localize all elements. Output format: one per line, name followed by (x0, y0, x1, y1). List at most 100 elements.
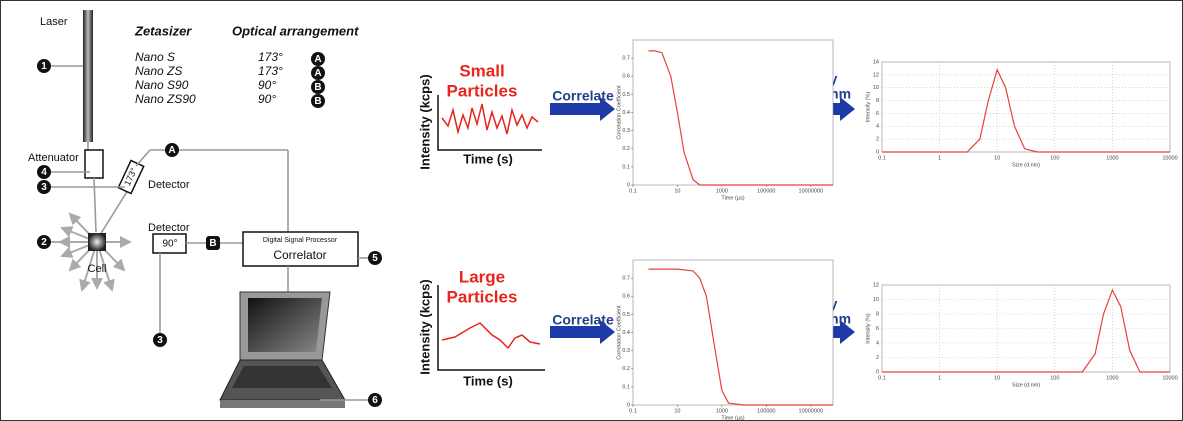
x-tick-label: 10 (994, 155, 1000, 161)
badge-label: A (168, 145, 175, 156)
y-tick-label: 0 (627, 402, 630, 408)
angle-label: 90° (162, 239, 177, 250)
intensity-axes (437, 95, 545, 371)
badge-label: B (314, 96, 321, 107)
x-tick-label: 1 (938, 375, 941, 381)
x-tick-label: 100 (1050, 375, 1059, 381)
processor-box (242, 231, 359, 267)
model-name: Nano ZS90 (135, 92, 196, 106)
y-axis-label: Intensity (%) (865, 92, 871, 123)
badge-label: B (209, 238, 216, 249)
correlate-label: Correlate (552, 88, 614, 104)
x-axis-label: Time (µs) (721, 195, 744, 201)
y-tick-label: 6 (876, 326, 879, 332)
x-tick-label: 0.1 (629, 188, 637, 194)
x-tick-label: 100000 (757, 408, 775, 414)
attenuator (84, 149, 104, 179)
badge (37, 235, 51, 249)
x-tick-label: 1000 (716, 408, 728, 414)
badge-label: 2 (41, 237, 47, 248)
y-tick-label: 0.7 (622, 276, 630, 282)
x-tick-label: 10 (674, 188, 680, 194)
plot-frame (632, 39, 834, 186)
correlate-label: Correlate (552, 312, 614, 328)
badge (37, 165, 51, 179)
y-tick-label: 0.1 (622, 384, 630, 390)
badge-label: A (314, 54, 321, 65)
badge-label: A (314, 68, 321, 79)
y-tick-label: 0.6 (622, 294, 630, 300)
y-axis-label: Correlation Coefficient (616, 305, 622, 360)
model-angle: 90° (258, 92, 276, 106)
y-tick-label: 0.7 (622, 56, 630, 62)
x-tick-label: 100 (1050, 155, 1059, 161)
intensity-label: Intensity (kcps) (417, 279, 432, 374)
y-tick-label: 0 (627, 182, 630, 188)
correlator-label: Correlator (273, 248, 326, 262)
intensity-traces (441, 103, 541, 350)
y-tick-label: 2 (876, 355, 879, 361)
badge-label: 4 (41, 167, 47, 178)
x-tick-label: 1000 (716, 188, 728, 194)
y-tick-label: 4 (876, 124, 879, 130)
laptop (219, 291, 370, 408)
y-tick-label: 6 (876, 111, 879, 117)
model-angle: 90° (258, 78, 276, 92)
cell (88, 233, 106, 251)
attenuator-label: Attenuator (28, 152, 79, 164)
y-axis-label: Correlation Coefficient (616, 85, 622, 140)
y-tick-label: 10 (873, 297, 879, 303)
badge (37, 59, 51, 73)
y-tick-label: 8 (876, 311, 879, 317)
x-tick-label: 10 (994, 375, 1000, 381)
y-tick-label: 0.4 (622, 330, 630, 336)
y-tick-label: 2 (876, 137, 879, 143)
x-tick-label: 1000 (1106, 155, 1118, 161)
laser (83, 10, 93, 142)
y-tick-label: 0 (876, 149, 879, 155)
plot-frame (881, 61, 1171, 153)
x-axis-label: Size (d.nm) (1012, 162, 1040, 168)
y-tick-label: 0 (876, 369, 879, 375)
badge-label: 3 (41, 182, 47, 193)
y-axis-label: Intensity (%) (865, 313, 871, 344)
curve (882, 67, 1170, 153)
y-tick-label: 0.2 (622, 146, 630, 152)
badge-label: 5 (372, 253, 378, 264)
badge (311, 52, 325, 66)
table-header: Zetasizer (134, 23, 192, 38)
model-name: Nano S (135, 50, 175, 64)
processor-label: Digital Signal Processor (263, 237, 338, 244)
x-tick-label: 10 (674, 408, 680, 414)
x-tick-label: 10000000 (799, 188, 823, 194)
badge-label: 1 (41, 61, 47, 72)
badge (368, 393, 382, 407)
y-tick-label: 0.5 (622, 312, 630, 318)
badge (37, 180, 51, 194)
x-tick-label: 100000 (757, 188, 775, 194)
y-tick-label: 0.4 (622, 110, 630, 116)
y-tick-label: 14 (873, 59, 879, 65)
row-title: Small (459, 61, 504, 80)
y-tick-label: 10 (873, 85, 879, 91)
badge (165, 143, 179, 157)
curve (648, 50, 833, 186)
x-tick-label: 10000 (1162, 155, 1177, 161)
badge (311, 80, 325, 94)
x-tick-label: 10000000 (799, 408, 823, 414)
cell-label: Cell (88, 263, 107, 275)
badge-label: 6 (372, 395, 378, 406)
y-tick-label: 0.3 (622, 128, 630, 134)
x-axis-label: Time (µs) (721, 415, 744, 421)
y-tick-label: 12 (873, 72, 879, 78)
x-tick-label: 0.1 (878, 155, 886, 161)
badge (368, 251, 382, 265)
y-tick-label: 0.5 (622, 92, 630, 98)
y-tick-label: 0.6 (622, 74, 630, 80)
laser-label: Laser (40, 16, 68, 28)
time-label: Time (s) (463, 151, 513, 166)
y-tick-label: 4 (876, 340, 879, 346)
curve (882, 288, 1170, 373)
row-title: Large (459, 267, 505, 286)
